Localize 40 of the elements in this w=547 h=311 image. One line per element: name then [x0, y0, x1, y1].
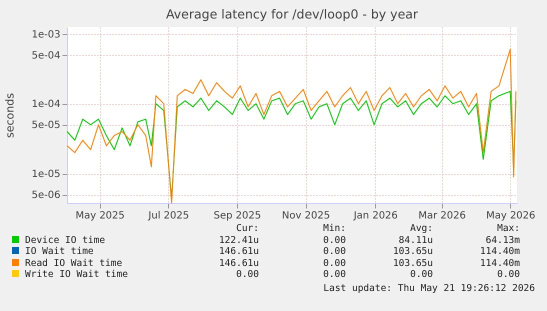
text: 0.00: [409, 269, 433, 280]
text: 0.00: [322, 269, 346, 280]
text: Min:: [322, 223, 346, 234]
text: 122.41u: [218, 234, 259, 246]
text: 146.61u: [218, 258, 259, 269]
text: 103.65u: [392, 246, 433, 258]
text: Avg:: [409, 223, 433, 234]
x-tick-label: Jan 2026: [352, 210, 398, 222]
text: 64.13m: [484, 234, 520, 246]
y-tick-label: 1e-05: [32, 169, 60, 180]
x-tick-label: Sep 2025: [214, 210, 262, 222]
x-tick-label: May 2025: [75, 210, 125, 222]
y-tick-label: 1e-03: [32, 29, 60, 40]
text: Last update: Thu May 21 19:26:12 2026: [323, 283, 535, 294]
legend-label: IO Wait time: [24, 246, 95, 258]
x-tick-label: Mar 2026: [418, 210, 466, 222]
text: 114.40m: [478, 258, 520, 269]
text: 0.00: [322, 246, 346, 258]
y-tick-label: 5e-04: [32, 50, 60, 62]
text: 146.61u: [218, 246, 259, 258]
y-axis-title: seconds: [4, 92, 16, 138]
chart-title: Average latency for /dev/loop0 - by year: [166, 6, 419, 22]
y-tick-label: 1e-04: [32, 99, 60, 110]
y-tick-label: 5e-06: [32, 190, 60, 202]
x-tick-label: Nov 2025: [282, 210, 330, 222]
legend-label: Write IO Wait time: [24, 269, 129, 280]
text: 0.00: [322, 234, 346, 246]
y-tick-label: 5e-05: [32, 120, 60, 132]
x-tick-label: Jul 2025: [147, 210, 190, 222]
text: 0.00: [235, 269, 259, 280]
text: 84.11u: [398, 234, 433, 246]
legend-label: Device IO time: [24, 234, 106, 246]
text: Max:: [496, 223, 520, 234]
text: 0.00: [322, 258, 346, 269]
text: 0.00: [496, 269, 520, 280]
x-tick-label: May 2026: [486, 210, 536, 222]
legend-label: Read IO Wait time: [24, 258, 124, 269]
text: Cur:: [235, 223, 259, 234]
text: 114.40m: [478, 246, 520, 258]
text: 103.65u: [392, 258, 433, 269]
